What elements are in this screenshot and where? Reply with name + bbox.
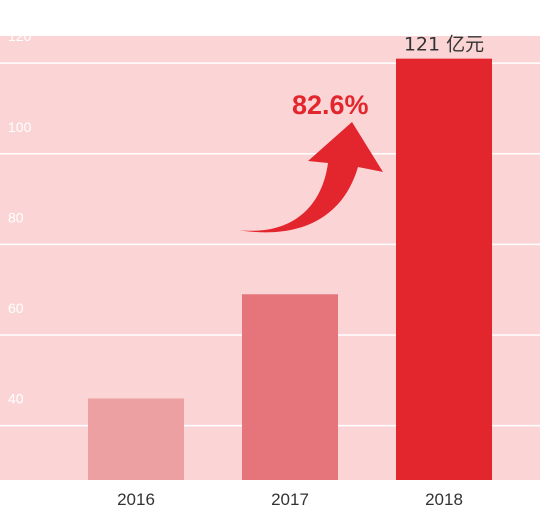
growth-annotation: 82.6%: [292, 90, 369, 120]
bar-2016: [88, 398, 184, 480]
y-tick-label: 80: [8, 209, 24, 225]
bars: [88, 58, 492, 480]
y-tick-label: 100: [8, 119, 32, 135]
bar-2017: [242, 294, 338, 480]
value-label: 121 亿元: [404, 34, 484, 56]
value-labels: 121 亿元: [404, 34, 484, 56]
y-tick-label: 60: [8, 300, 24, 316]
x-tick-label: 2016: [117, 490, 155, 509]
x-tick-label: 2018: [425, 490, 463, 509]
curved-up-arrow-icon: [238, 122, 383, 233]
x-tick-label: 2017: [271, 490, 309, 509]
y-axis-ticks: 40 60 80 100 120: [8, 28, 32, 406]
y-tick-label: 40: [8, 391, 24, 407]
bar-2018: [396, 58, 492, 480]
x-axis-labels: 2016 2017 2018: [117, 490, 463, 509]
y-tick-label: 120: [8, 28, 32, 44]
